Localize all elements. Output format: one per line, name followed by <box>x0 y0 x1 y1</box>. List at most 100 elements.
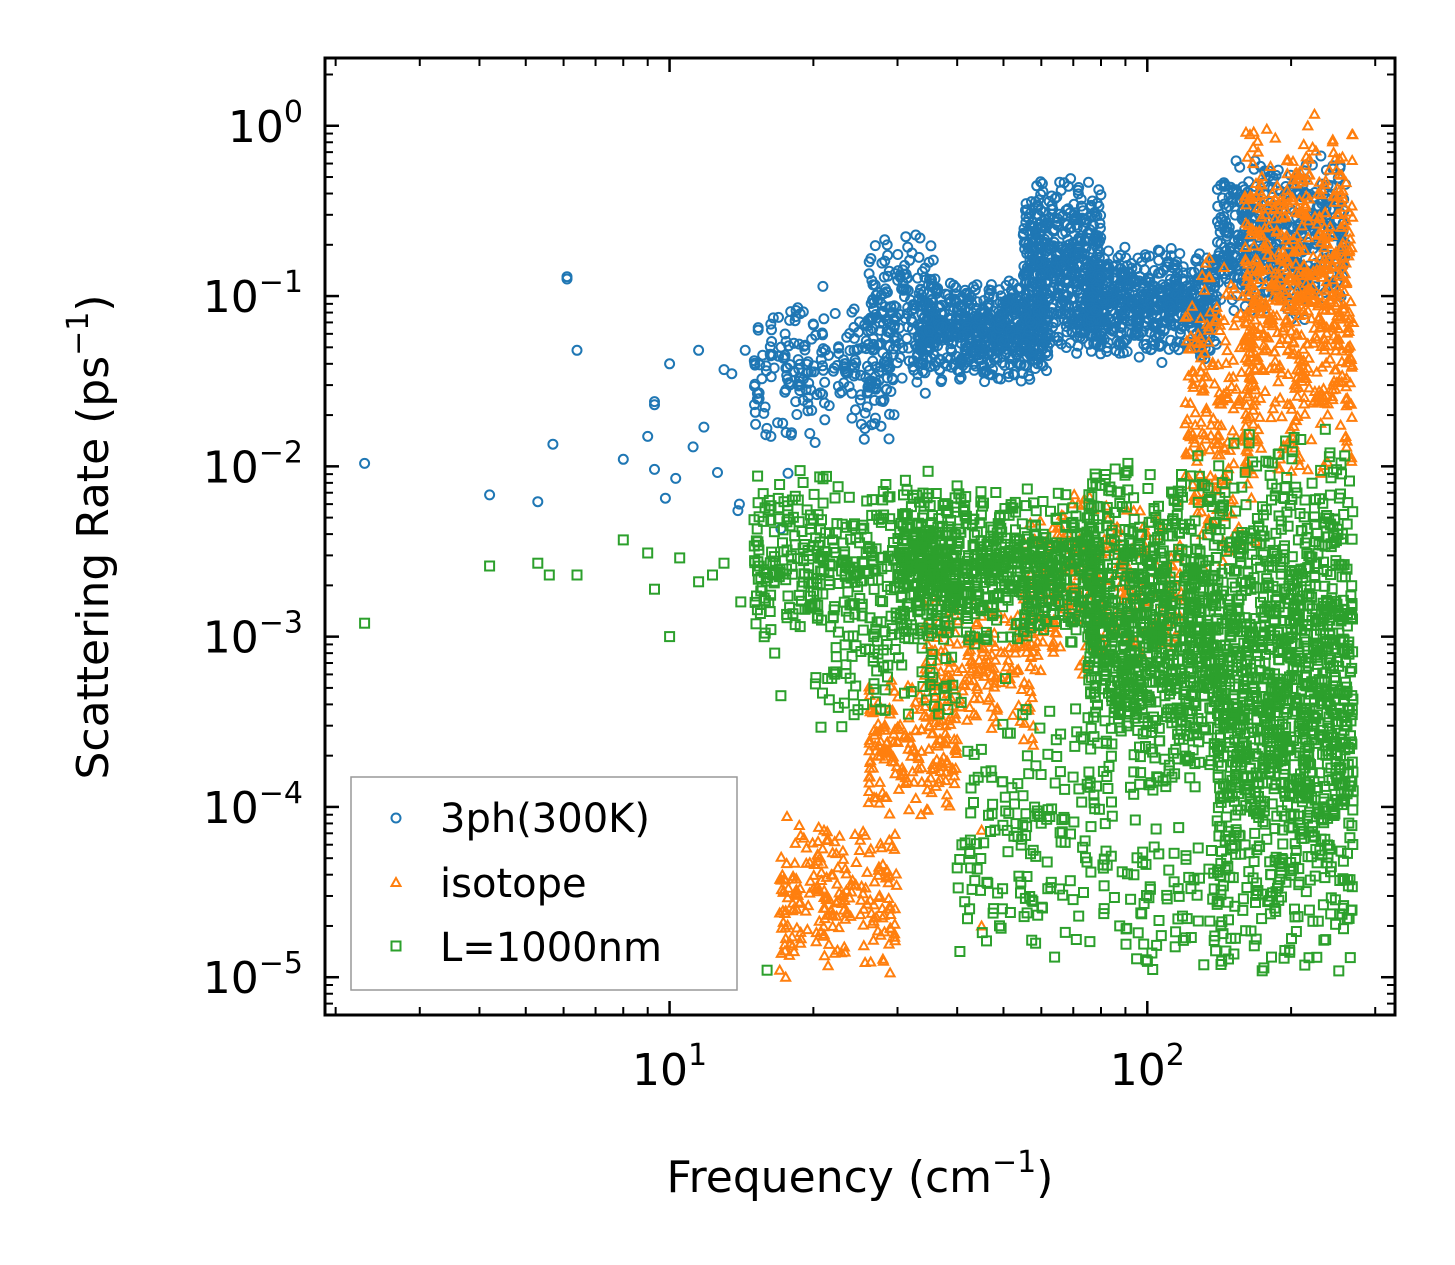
data-point-circle <box>787 366 799 377</box>
data-point-circle <box>1019 338 1031 350</box>
data-point-circle <box>359 457 371 469</box>
data-point-square <box>829 492 841 504</box>
data-point-triangle <box>902 803 916 815</box>
data-point-circle <box>779 352 791 364</box>
data-point-circle <box>1073 182 1085 193</box>
data-point-circle <box>1091 329 1103 341</box>
data-point-circle <box>642 430 654 442</box>
data-point-circle <box>1060 226 1072 238</box>
data-point-triangle <box>830 877 844 889</box>
data-point-triangle <box>1272 375 1285 387</box>
data-point-triangle <box>790 921 804 933</box>
data-point-circle <box>894 352 906 364</box>
data-point-circle <box>1095 189 1107 201</box>
data-point-square <box>769 647 781 659</box>
data-point-circle <box>1045 285 1057 297</box>
data-point-circle <box>1027 333 1039 345</box>
data-point-circle <box>1037 186 1049 197</box>
data-point-circle <box>964 288 975 300</box>
data-point-circle <box>887 307 899 319</box>
data-point-circle <box>875 395 887 407</box>
data-point-circle <box>1014 283 1026 294</box>
data-point-triangle <box>1327 146 1340 158</box>
data-point-circle <box>1093 184 1105 196</box>
data-point-square <box>843 611 855 623</box>
data-point-circle <box>998 335 1010 347</box>
data-point-circle <box>935 307 947 319</box>
data-point-circle <box>1156 357 1168 368</box>
data-point-triangle <box>836 844 850 856</box>
data-point-circle <box>1067 257 1079 268</box>
data-point-circle <box>838 361 850 373</box>
data-point-square <box>830 642 842 654</box>
data-point-circle <box>885 301 897 313</box>
data-point-circle <box>1152 244 1164 256</box>
data-point-circle <box>1144 297 1156 309</box>
data-point-square <box>693 576 705 588</box>
data-point-circle <box>869 394 880 406</box>
data-point-circle <box>670 472 682 484</box>
data-point-circle <box>1154 329 1166 340</box>
data-point-circle <box>757 349 769 361</box>
data-layer <box>359 107 1360 982</box>
data-point-triangle <box>1269 131 1282 143</box>
data-point-triangle <box>1308 107 1321 119</box>
data-point-circle <box>870 289 882 301</box>
data-point-square <box>543 569 555 581</box>
data-point-triangle <box>1220 287 1233 299</box>
data-point-circle <box>854 316 865 328</box>
data-point-circle <box>818 313 830 325</box>
data-point-triangle <box>1194 415 1208 427</box>
data-point-circle <box>863 268 875 280</box>
data-point-circle <box>850 404 861 416</box>
data-point-circle <box>849 368 861 380</box>
data-point-circle <box>1115 320 1127 332</box>
data-point-circle <box>760 429 772 441</box>
data-point-circle <box>1027 318 1038 330</box>
data-point-circle <box>851 344 863 356</box>
data-point-circle <box>1129 304 1141 315</box>
data-point-circle <box>790 396 802 408</box>
data-point-circle <box>869 412 881 424</box>
data-point-circle <box>786 427 797 439</box>
data-point-circle <box>809 437 821 448</box>
data-point-triangle <box>822 937 836 949</box>
data-point-circle <box>571 344 583 356</box>
data-point-circle <box>1072 258 1084 270</box>
data-point-triangle <box>891 690 905 702</box>
data-point-circle <box>869 240 881 252</box>
data-point-triangle <box>890 878 903 890</box>
data-point-circle <box>855 418 867 430</box>
data-point-circle <box>733 498 745 510</box>
data-point-circle <box>945 343 957 355</box>
data-point-circle <box>892 249 904 260</box>
data-point-circle <box>1032 306 1044 317</box>
data-point-circle <box>800 384 812 396</box>
data-point-square <box>836 721 848 733</box>
data-point-circle <box>794 385 806 397</box>
data-point-circle <box>1114 305 1126 317</box>
data-point-triangle <box>1273 391 1287 403</box>
data-point-circle <box>919 387 931 399</box>
data-point-circle <box>773 311 784 323</box>
data-point-circle <box>823 400 835 412</box>
data-point-circle <box>897 284 909 296</box>
data-point-circle <box>806 404 818 416</box>
data-point-circle <box>855 369 866 381</box>
data-point-triangle <box>1221 344 1234 356</box>
data-point-circle <box>872 294 883 306</box>
data-point-circle <box>1021 204 1033 216</box>
data-point-square <box>752 470 764 482</box>
data-point-circle <box>1138 264 1150 276</box>
data-point-circle <box>767 312 779 324</box>
data-point-circle <box>698 421 710 433</box>
data-point-square <box>830 651 842 663</box>
data-point-circle <box>1165 243 1177 254</box>
data-point-square <box>571 569 583 581</box>
data-point-circle <box>1062 233 1074 245</box>
data-point-circle <box>1073 247 1085 259</box>
data-point-circle <box>888 313 900 325</box>
data-point-circle <box>783 340 795 352</box>
data-point-circle <box>916 266 928 278</box>
data-point-circle <box>1024 255 1036 266</box>
